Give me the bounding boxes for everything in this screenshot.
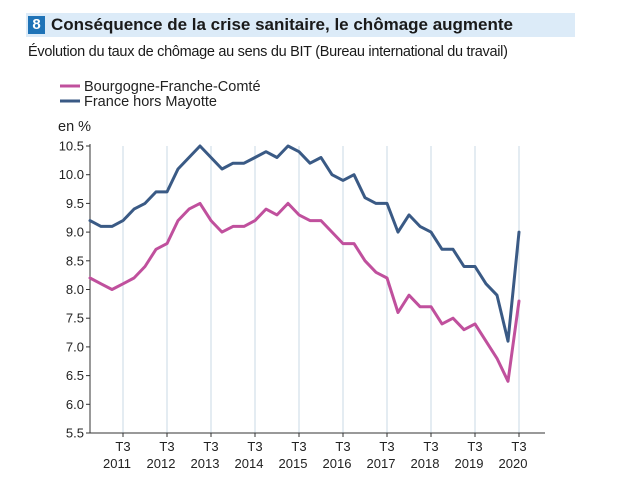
y-tick-label: 5.5 xyxy=(66,426,84,441)
x-tick-labels: T3 2011 T3 2012 T3 2013 T3 2014 T3 2015 T3 2016 T3 20… xyxy=(103,433,527,471)
y-tick-label: 9.5 xyxy=(66,196,84,211)
y-tick-label: 7.5 xyxy=(66,311,84,326)
x-tick-label-quarter: T3 xyxy=(467,439,482,454)
y-tick-label: 6.5 xyxy=(66,368,84,383)
y-tick-label: 10.0 xyxy=(59,167,84,182)
x-tick-label-quarter: T3 xyxy=(335,439,350,454)
x-tick-label-year: 2014 xyxy=(235,456,264,471)
figure-number-badge: 8 xyxy=(28,16,45,34)
x-tick-label-year: 2011 xyxy=(103,456,131,471)
x-tick-label-year: 2018 xyxy=(411,456,440,471)
x-tick-label-year: 2013 xyxy=(191,456,220,471)
legend-label-2: France hors Mayotte xyxy=(84,94,217,110)
figure-header: 8 Conséquence de la crise sanitaire, le … xyxy=(26,13,575,37)
x-tick-label-quarter: T3 xyxy=(115,439,130,454)
x-tick-label-year: 2015 xyxy=(279,456,308,471)
y-axis-unit-label: en % xyxy=(58,119,91,135)
axes xyxy=(89,144,545,434)
x-tick-label-quarter: T3 xyxy=(247,439,262,454)
x-tick-label-year: 2012 xyxy=(147,456,176,471)
x-tick-label-quarter: T3 xyxy=(511,439,526,454)
y-tick-label: 8.5 xyxy=(66,253,84,268)
figure-title: Conséquence de la crise sanitaire, le ch… xyxy=(51,15,514,34)
y-tick-label: 8.0 xyxy=(66,282,84,297)
y-tick-labels: 10.5 10.0 9.5 9.0 8.5 8.0 7.5 7.0 6.5 6.0 5.5 xyxy=(59,139,90,441)
x-tick-label-year: 2016 xyxy=(323,456,352,471)
x-tick-label-quarter: T3 xyxy=(159,439,174,454)
series-line-1 xyxy=(88,201,521,383)
legend-label-1: Bourgogne-Franche-Comté xyxy=(84,79,261,95)
x-tick-label-year: 2019 xyxy=(455,456,484,471)
x-tick-label-quarter: T3 xyxy=(379,439,394,454)
x-tick-label-quarter: T3 xyxy=(203,439,218,454)
series-lines xyxy=(88,144,521,383)
x-tick-label-year: 2017 xyxy=(367,456,396,471)
x-tick-label-quarter: T3 xyxy=(291,439,306,454)
series-line-2 xyxy=(88,144,521,343)
x-tick-label-year: 2020 xyxy=(499,456,528,471)
y-tick-label: 10.5 xyxy=(59,139,84,154)
y-tick-label: 6.0 xyxy=(66,397,84,412)
grid-lines xyxy=(122,146,520,433)
x-tick-label-quarter: T3 xyxy=(423,439,438,454)
y-tick-label: 9.0 xyxy=(66,225,84,240)
y-tick-label: 7.0 xyxy=(66,339,84,354)
figure-subtitle: Évolution du taux de chômage au sens du … xyxy=(28,44,508,60)
